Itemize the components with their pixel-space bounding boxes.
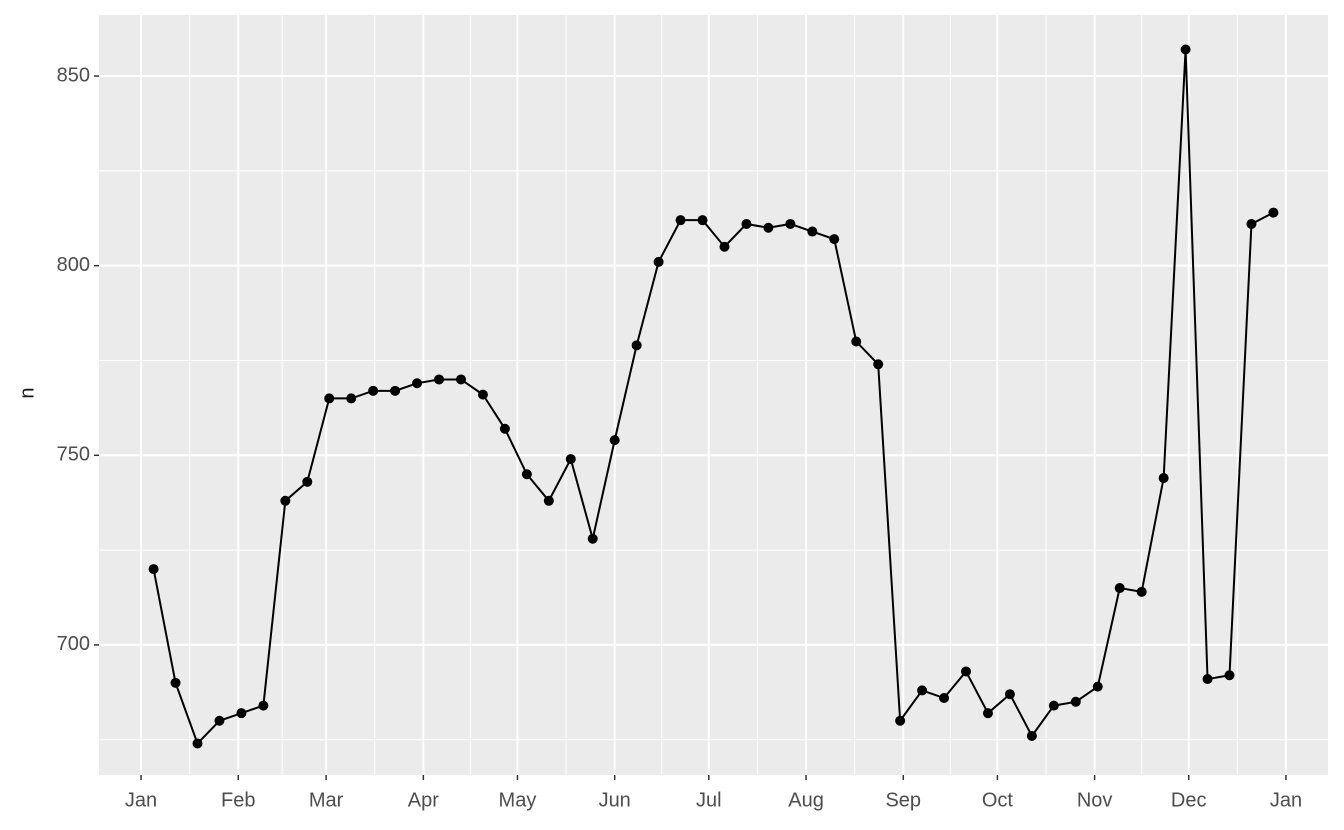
point: [1246, 218, 1257, 229]
point: [719, 241, 730, 252]
point: [1004, 689, 1015, 700]
plot-panel: [99, 15, 1328, 775]
point: [302, 476, 313, 487]
x-tick-label: Sep: [885, 789, 921, 811]
point: [631, 340, 642, 351]
x-tick-label: Jan: [125, 789, 157, 811]
point: [741, 218, 752, 229]
line: [152, 49, 1274, 746]
point: [170, 677, 181, 688]
point: [1070, 696, 1081, 707]
point: [1114, 583, 1125, 594]
point: [1268, 207, 1279, 218]
y-tick-label: 750: [57, 444, 90, 466]
point: [697, 215, 708, 226]
point: [829, 234, 840, 245]
point: [214, 715, 225, 726]
y-tick-label: 700: [57, 633, 90, 655]
point: [895, 715, 906, 726]
point: [434, 374, 445, 385]
x-tick-label: Nov: [1077, 789, 1113, 811]
point: [961, 666, 972, 677]
x-tick-label: Oct: [982, 789, 1014, 811]
x-tick-label: Jan: [1270, 789, 1302, 811]
point: [1048, 700, 1059, 711]
point: [280, 495, 291, 506]
x-tick-label: Aug: [788, 789, 824, 811]
point: [763, 222, 774, 233]
y-axis-label: n: [16, 387, 38, 398]
point: [565, 454, 576, 465]
x-tick-label: Jul: [696, 789, 722, 811]
point: [873, 359, 884, 370]
x-tick-label: May: [499, 789, 537, 811]
point: [851, 336, 862, 347]
x-tick-label: Apr: [408, 789, 439, 811]
point: [1224, 670, 1235, 681]
point: [939, 693, 950, 704]
x-tick-label: Jun: [599, 789, 631, 811]
point: [917, 685, 928, 696]
point: [499, 423, 510, 434]
point: [1026, 730, 1037, 741]
point: [587, 533, 598, 544]
point: [412, 378, 423, 389]
point: [258, 700, 269, 711]
point: [455, 374, 466, 385]
point: [982, 708, 993, 719]
point: [1092, 681, 1103, 692]
point: [192, 738, 203, 749]
point: [390, 385, 401, 396]
x-tick-label: Feb: [221, 789, 255, 811]
point: [807, 226, 818, 237]
x-tick-label: Mar: [309, 789, 344, 811]
point: [675, 215, 686, 226]
point: [236, 708, 247, 719]
y-tick-label: 800: [57, 254, 90, 276]
point: [1180, 44, 1191, 55]
point: [1202, 674, 1213, 685]
point: [543, 495, 554, 506]
point: [368, 385, 379, 396]
point: [346, 393, 357, 404]
x-tick-label: Dec: [1171, 789, 1207, 811]
point: [785, 218, 796, 229]
point: [1136, 586, 1147, 597]
y-tick-label: 850: [57, 64, 90, 86]
point: [1158, 473, 1169, 484]
point: [521, 469, 532, 480]
point: [324, 393, 335, 404]
point: [477, 389, 488, 400]
point: [148, 564, 159, 575]
point: [609, 435, 620, 446]
point: [653, 256, 664, 267]
